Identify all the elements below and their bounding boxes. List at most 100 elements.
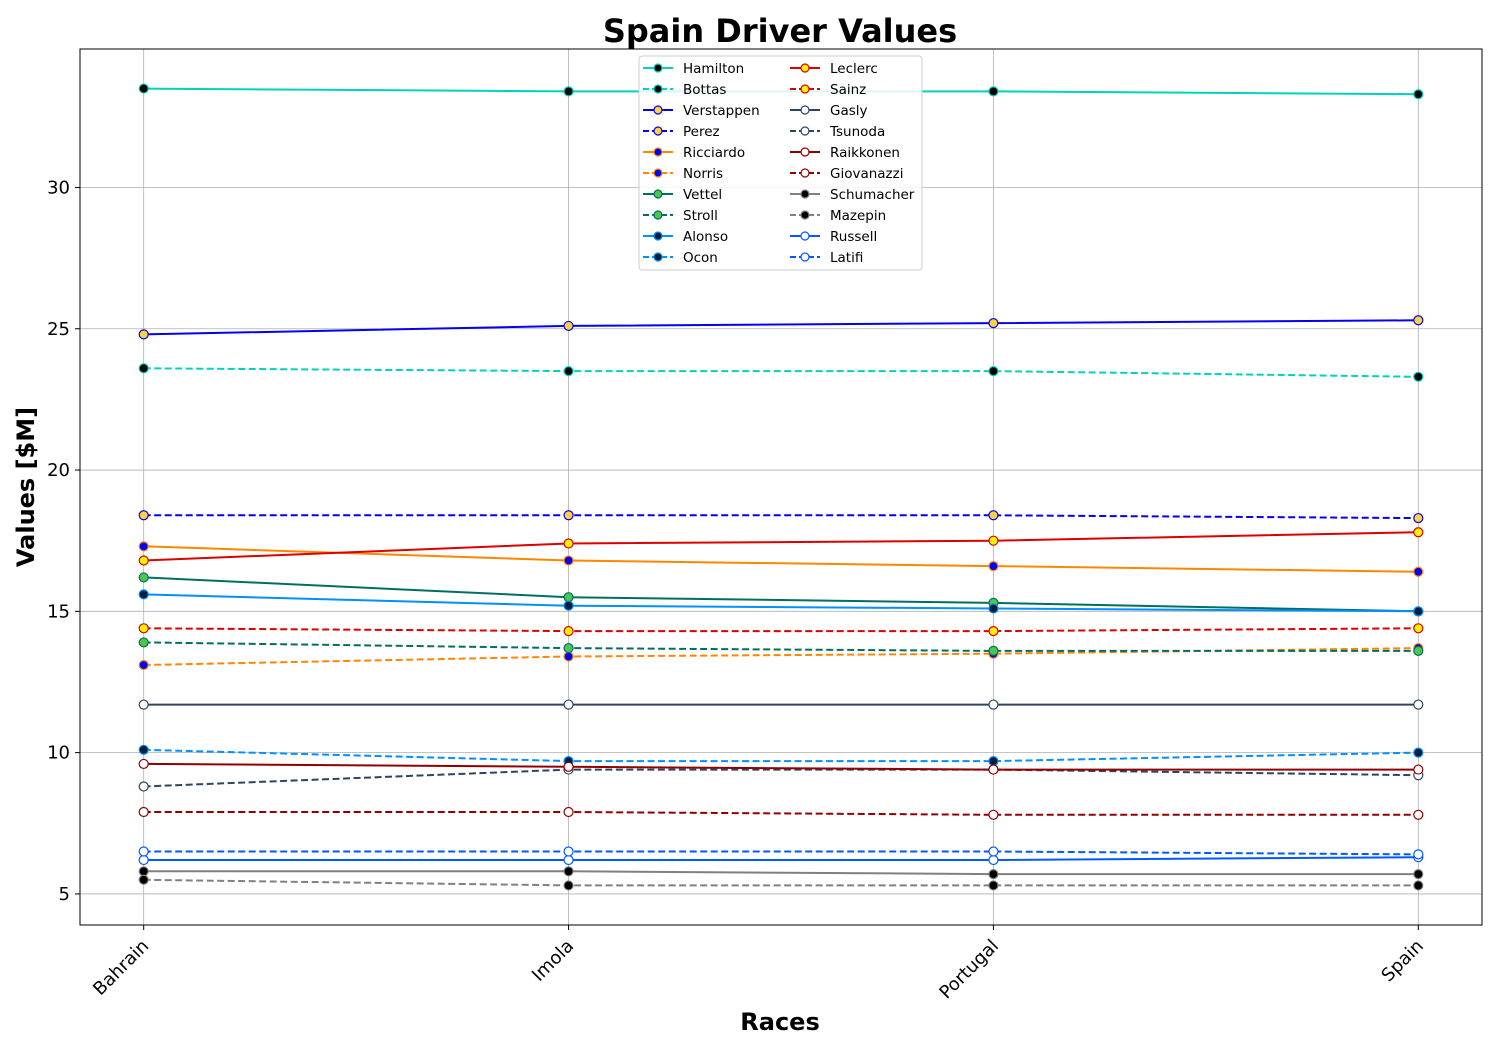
series-latifi — [138, 846, 1424, 860]
legend-item-schumacher: Schumacher — [790, 187, 915, 203]
series-ocon — [138, 744, 1424, 767]
data-point — [563, 626, 574, 637]
data-point — [138, 758, 149, 770]
series-line — [143, 514, 1419, 520]
data-point — [988, 535, 999, 546]
series-line — [143, 878, 1419, 887]
x-tick-label: Imola — [528, 936, 578, 986]
legend-item-ricciardo: Ricciardo — [643, 145, 745, 161]
data-point — [563, 555, 574, 566]
legend-item-stroll: Stroll — [643, 208, 718, 224]
series-sainz — [138, 623, 1424, 637]
data-point — [988, 846, 999, 857]
data-point — [1413, 371, 1424, 382]
legend-item-sainz: Sainz — [790, 82, 866, 98]
data-point — [988, 854, 999, 866]
y-tick-label: 30 — [47, 177, 70, 198]
data-point — [138, 510, 149, 521]
data-point — [138, 699, 149, 710]
series-ricciardo — [138, 541, 1424, 577]
x-tick-label: Spain — [1377, 936, 1427, 986]
y-tick-label: 10 — [47, 743, 70, 764]
x-tick-label: Bahrain — [89, 936, 153, 1000]
legend-item-raikkonen: Raikkonen — [790, 145, 900, 161]
series-mazepin — [138, 874, 1424, 891]
data-point — [1413, 747, 1424, 758]
data-point — [988, 880, 999, 891]
legend: Hamilton Bottas Verstappen Perez Ricciardo No… — [638, 55, 923, 271]
legend-label: Vettel — [683, 187, 722, 203]
legend-item-leclerc: Leclerc — [790, 61, 878, 77]
data-point — [1413, 645, 1424, 656]
data-point — [1413, 315, 1424, 326]
legend-label: Hamilton — [683, 61, 744, 77]
legend-swatch-marker — [800, 63, 810, 73]
legend-item-mazepin: Mazepin — [790, 208, 886, 224]
series-stroll — [138, 637, 1424, 656]
legend-label: Stroll — [683, 208, 718, 224]
data-point — [988, 366, 999, 377]
legend-label: Mazepin — [830, 208, 886, 224]
data-point — [563, 806, 574, 818]
y-axis-label: Values [$M] — [12, 407, 40, 567]
data-point — [138, 329, 149, 340]
series-norris — [138, 642, 1424, 671]
y-tick-label: 20 — [47, 460, 70, 481]
data-point — [563, 866, 574, 877]
legend-item-ocon: Ocon — [643, 250, 718, 266]
data-point — [563, 854, 574, 866]
series-giovanazzi — [138, 806, 1424, 820]
data-point — [138, 846, 149, 857]
y-tick-label: 25 — [47, 319, 70, 340]
axes: Bahrain Imola Portugal Spain 5 10 15 20 25 30 — [47, 177, 1428, 1003]
legend-label: Verstappen — [683, 103, 760, 119]
data-point — [563, 600, 574, 611]
data-point — [563, 366, 574, 377]
data-point — [563, 538, 574, 549]
data-point — [988, 809, 999, 820]
data-point — [1413, 869, 1424, 880]
data-point — [988, 626, 999, 637]
series-leclerc — [138, 527, 1424, 566]
data-point — [988, 603, 999, 614]
data-point — [138, 781, 149, 792]
plot-frame — [79, 48, 1483, 926]
legend-swatch-marker — [653, 168, 663, 178]
legend-swatch-marker — [800, 126, 810, 136]
legend-label: Ricciardo — [683, 145, 745, 161]
data-point — [563, 320, 574, 332]
series-perez — [138, 510, 1424, 524]
data-point — [138, 637, 149, 648]
legend-swatch-marker — [653, 105, 663, 115]
legend-label: Giovanazzi — [830, 166, 904, 182]
legend-label: Perez — [683, 124, 720, 140]
data-point — [988, 318, 999, 329]
legend-item-verstappen: Verstappen — [643, 103, 760, 119]
legend-swatch-marker — [653, 189, 663, 199]
data-point — [563, 651, 574, 662]
series-verstappen — [138, 315, 1424, 340]
series-bottas — [138, 363, 1424, 382]
series-line — [143, 856, 1419, 861]
data-point — [138, 83, 149, 94]
series-line — [143, 545, 1419, 573]
legend-swatch-marker — [800, 147, 810, 157]
data-point — [988, 869, 999, 880]
x-tick-label: Portugal — [935, 936, 1003, 1004]
legend-box — [638, 55, 923, 271]
series-group — [138, 83, 1424, 891]
data-point — [563, 510, 574, 521]
data-point — [988, 561, 999, 572]
data-point — [563, 761, 574, 772]
series-line — [143, 627, 1419, 633]
legend-item-bottas: Bottas — [643, 82, 726, 98]
legend-label: Latifi — [830, 250, 863, 266]
legend-swatch-marker — [800, 189, 810, 199]
series-line — [143, 641, 1419, 652]
legend-label: Gasly — [830, 103, 868, 119]
legend-swatch-marker — [653, 231, 663, 241]
series-line — [143, 762, 1419, 771]
legend-item-gasly: Gasly — [790, 103, 868, 119]
data-point — [1413, 566, 1424, 577]
